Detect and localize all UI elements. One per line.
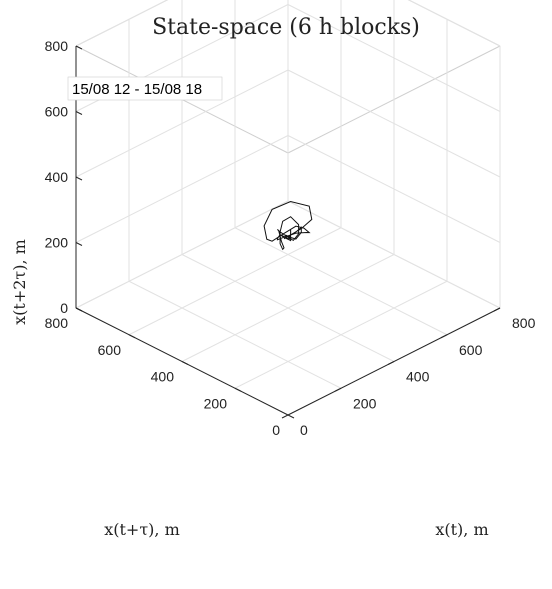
z-tick-mark <box>75 45 83 50</box>
floor-grid-line <box>234 280 448 389</box>
wall-grid-line <box>287 200 501 309</box>
z-tick-mark <box>75 307 83 312</box>
z-tick-mark <box>75 242 83 246</box>
grid-layer <box>75 0 501 416</box>
y-tick-label: 200 <box>204 395 228 411</box>
y-tick-label: 0 <box>272 422 280 438</box>
y-tick-label: 600 <box>98 342 122 358</box>
annotation-box <box>67 76 223 101</box>
wall-grid-line <box>287 69 501 178</box>
x-tick-label: 800 <box>512 315 536 331</box>
x-axis-label: x(t), m <box>435 520 488 539</box>
wall-grid-line <box>75 135 289 243</box>
x-tick-label: 200 <box>353 395 377 411</box>
x-tick-label: 400 <box>406 369 430 385</box>
y-tick-mark <box>287 414 295 419</box>
wall-grid-line <box>407 0 501 47</box>
x-tick-mark <box>440 334 448 339</box>
y-axis-label: x(t+τ), m <box>104 520 180 539</box>
annotation-text: 15/08 12 - 15/08 18 <box>72 81 202 98</box>
z-tick-mark <box>75 176 83 181</box>
wall-grid-line <box>75 200 289 309</box>
x-tick-mark <box>334 387 342 392</box>
z-tick-label: 400 <box>45 169 69 185</box>
z-tick-label: 200 <box>45 235 69 251</box>
wall-grid-line <box>75 0 169 47</box>
z-tick-label: 600 <box>45 104 69 120</box>
floor-grid-line <box>181 254 395 362</box>
x-tick-label: 0 <box>300 422 308 438</box>
z-axis-label: x(t+2τ), m <box>10 239 29 325</box>
y-tick-mark <box>128 334 136 339</box>
floor-grid-line <box>128 227 342 336</box>
x-tick-mark <box>387 361 395 365</box>
y-tick-mark <box>234 387 242 392</box>
axes-layer <box>75 45 501 419</box>
y-tick-label: 800 <box>45 315 69 331</box>
x-tick-mark <box>281 414 289 419</box>
z-tick-label: 800 <box>45 38 69 54</box>
y-tick-label: 400 <box>151 369 175 385</box>
x-tick-label: 600 <box>459 342 483 358</box>
z-tick-label: 0 <box>60 300 68 316</box>
wall-grid-line <box>287 4 501 112</box>
trajectory-layer <box>263 200 313 251</box>
x-tick-mark <box>493 307 501 312</box>
wall-grid-line <box>75 69 289 178</box>
block-annotation: 15/08 12 - 15/08 18 <box>67 76 223 101</box>
chart-title: State-space (6 h blocks) <box>152 15 420 40</box>
z-tick-mark <box>75 111 83 115</box>
y-tick-mark <box>181 361 189 365</box>
wall-grid-line <box>287 135 501 243</box>
trajectory-series-0 <box>263 200 313 251</box>
